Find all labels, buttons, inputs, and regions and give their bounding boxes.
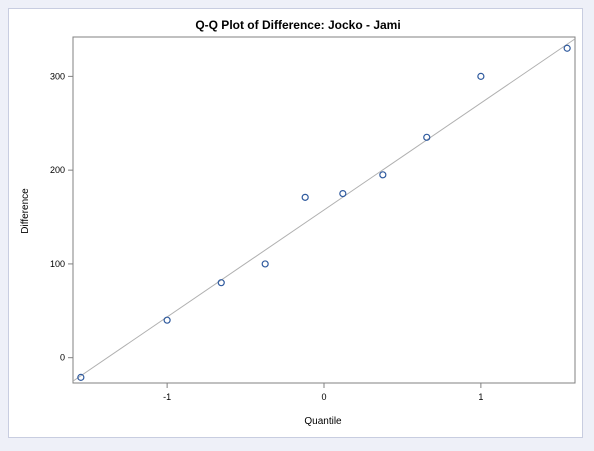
data-point [77, 373, 85, 381]
reference-line-layer [72, 38, 576, 382]
chart-title: Q-Q Plot of Difference: Jocko - Jami [195, 18, 400, 32]
chart-frame: Q-Q Plot of Difference: Jocko - Jami -1 0… [8, 8, 583, 438]
x-axis-label: Quantile [304, 416, 342, 427]
data-point [563, 44, 571, 52]
y-tick-label: 300 [50, 71, 65, 81]
data-point [423, 133, 431, 141]
data-point [339, 189, 347, 198]
points-layer [77, 44, 571, 381]
y-tick-label: 0 [60, 353, 65, 363]
data-point [261, 260, 269, 268]
y-axis: 0 100 200 300 [50, 71, 73, 363]
data-point [379, 171, 387, 179]
y-axis-label: Difference [20, 188, 31, 234]
data-point [217, 279, 225, 287]
x-axis: -1 0 1 [163, 383, 483, 402]
qq-plot: Q-Q Plot of Difference: Jocko - Jami -1 0… [20, 18, 576, 427]
x-tick-label: 0 [321, 392, 326, 402]
data-point [163, 316, 171, 324]
data-point [301, 193, 309, 201]
x-tick-label: -1 [163, 392, 171, 402]
data-point [477, 72, 485, 80]
y-tick-label: 100 [50, 259, 65, 269]
y-tick-label: 200 [50, 165, 65, 175]
x-tick-label: 1 [478, 392, 483, 402]
reference-line [72, 38, 576, 382]
